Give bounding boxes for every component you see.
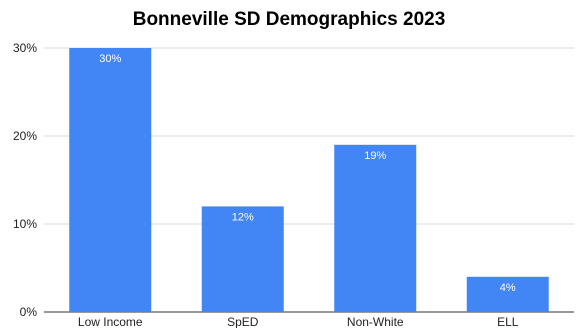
y-tick-label: 30%: [13, 41, 37, 55]
bar: [334, 144, 417, 312]
data-label: 30%: [99, 53, 121, 65]
data-label: 4%: [500, 282, 516, 294]
y-tick-label: 10%: [13, 217, 37, 231]
bar: [466, 276, 549, 312]
x-tick-label: ELL: [497, 315, 519, 328]
x-axis-ticks: Low Income SpED Non-White ELL: [78, 315, 519, 328]
data-label: 12%: [232, 211, 254, 223]
bars: [69, 48, 549, 312]
y-axis-ticks: 0% 10% 20% 30%: [13, 41, 37, 319]
x-tick-label: SpED: [227, 315, 259, 328]
y-tick-label: 20%: [13, 129, 37, 143]
x-tick-label: Low Income: [78, 315, 143, 328]
bar: [201, 206, 284, 312]
data-labels: 30% 12% 19% 4%: [99, 53, 516, 294]
chart-title: Bonneville SD Demographics 2023: [133, 9, 446, 30]
bar: [69, 48, 152, 312]
data-label: 19%: [364, 150, 386, 162]
y-tick-label: 0%: [20, 305, 38, 319]
x-tick-label: Non-White: [347, 315, 404, 328]
